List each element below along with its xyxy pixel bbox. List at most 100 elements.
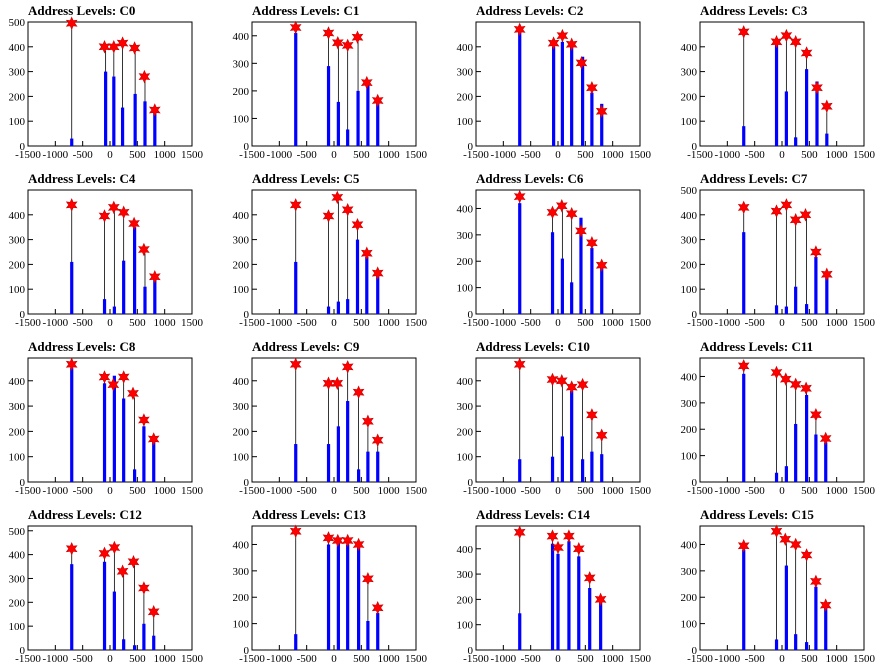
y-tick-label: 200 <box>9 259 26 271</box>
peak-marker <box>322 531 335 545</box>
x-tick-label: 500 <box>353 653 370 665</box>
x-tick-label: -500 <box>297 317 318 329</box>
x-tick-label: 1500 <box>853 653 876 665</box>
plot-area: 0 100 200 300 400 -1500 -1000 -500 0 500 1000 1500 <box>233 524 428 665</box>
y-tick-label: 200 <box>9 426 26 438</box>
chart-panel-c5: Address Levels: C5 0 100 200 300 400 -1500 -100… <box>224 168 448 336</box>
peak-marker <box>289 20 302 35</box>
peak-marker <box>371 433 384 447</box>
y-tick-label: 200 <box>233 592 250 604</box>
x-tick-label: 1500 <box>405 149 428 161</box>
y-tick-label: 200 <box>233 259 250 271</box>
peak-marker <box>780 198 793 212</box>
x-tick-label: -500 <box>297 485 318 497</box>
y-tick-label: 0 <box>692 309 698 321</box>
x-tick-label: 500 <box>801 653 818 665</box>
y-tick-label: 200 <box>9 597 26 609</box>
histogram-bar <box>784 466 788 482</box>
histogram-bar <box>336 426 340 482</box>
peak-marker <box>820 99 833 114</box>
chart-panel-c10: Address Levels: C10 0 100 200 300 400 -1500 -10… <box>448 336 672 504</box>
y-tick-label: 400 <box>681 210 698 222</box>
chart-title: Address Levels: C3 <box>700 3 808 18</box>
x-tick-label: 1000 <box>602 149 625 161</box>
plot-area: 0 100 200 300 400 -1500 -1000 -500 0 500 1000 1500 <box>681 357 876 497</box>
peak-marker <box>138 581 150 595</box>
y-tick-label: 300 <box>457 67 474 79</box>
histogram-bar <box>326 444 331 482</box>
peak-marker <box>127 555 140 569</box>
x-tick-label: -1500 <box>15 485 41 497</box>
y-tick-label: 100 <box>681 619 698 631</box>
peak-marker <box>737 359 750 373</box>
histogram-bar <box>560 41 564 147</box>
y-tick-label: 400 <box>457 203 474 215</box>
chart-title: Address Levels: C12 <box>28 507 142 522</box>
chart-panel-c7: Address Levels: C7 0 100 200 300 400 500 -1500-… <box>672 168 896 336</box>
histogram-bar <box>518 31 522 147</box>
peak-marker <box>116 36 129 50</box>
histogram-bar <box>581 459 585 482</box>
histogram-bar <box>784 91 788 146</box>
peak-marker <box>513 189 526 204</box>
plot-frame <box>251 189 417 315</box>
histogram-bar <box>112 591 116 650</box>
peak-marker <box>586 408 598 422</box>
peak-marker <box>360 246 373 260</box>
peak-marker <box>117 205 130 220</box>
y-tick-label: 100 <box>233 619 250 631</box>
x-tick-label: 1000 <box>154 653 177 665</box>
peak-marker <box>583 571 596 585</box>
histogram-bar <box>120 107 125 146</box>
histogram-bar <box>550 232 555 314</box>
y-tick-label: 400 <box>457 376 474 388</box>
x-tick-label: -1500 <box>15 149 41 161</box>
y-tick-label: 100 <box>457 452 474 464</box>
peak-marker <box>799 208 812 222</box>
x-tick-label: -1500 <box>239 485 265 497</box>
chart-title: Address Levels: C11 <box>700 339 814 354</box>
peak-marker <box>770 35 783 49</box>
histogram-bar <box>774 41 779 147</box>
peak-marker <box>289 198 302 212</box>
peak-marker <box>770 524 783 539</box>
x-tick-label: 1500 <box>629 317 652 329</box>
histogram-bar <box>588 588 592 650</box>
x-tick-label: 1500 <box>405 485 428 497</box>
y-tick-label: 300 <box>681 398 698 410</box>
chart-title: Address Levels: C14 <box>476 507 590 522</box>
histogram-bar <box>570 282 574 314</box>
y-tick-label: 100 <box>457 283 474 295</box>
plot-area: 0 100 200 300 400 500 -1500 -1000 -500 0 500 1000 15… <box>9 16 204 161</box>
y-tick-label: 400 <box>9 42 26 54</box>
peak-marker <box>341 360 354 374</box>
histogram-bar <box>102 299 107 314</box>
y-tick-label: 500 <box>9 526 26 538</box>
x-tick-label: 500 <box>353 317 370 329</box>
peak-marker <box>107 200 120 215</box>
y-tick-label: 300 <box>681 566 698 578</box>
peak-marker <box>576 377 589 392</box>
peak-marker <box>322 376 335 391</box>
y-tick-label: 0 <box>20 477 26 489</box>
y-tick-label: 200 <box>457 594 474 606</box>
x-tick-label: -500 <box>73 317 94 329</box>
peak-marker <box>65 16 78 30</box>
peak-marker <box>352 537 365 552</box>
y-tick-label: 300 <box>9 573 26 585</box>
peak-marker <box>138 413 150 427</box>
histogram-bar <box>102 383 107 482</box>
y-tick-label: 300 <box>233 235 250 247</box>
peak-marker <box>800 46 813 60</box>
peak-marker <box>594 592 607 607</box>
chart-panel-c3: Address Levels: C3 0 100 200 300 400 -1500 -100… <box>672 0 896 168</box>
chart-panel-c11: Address Levels: C11 0 100 200 300 400 -1500 -10… <box>672 336 896 504</box>
peak-marker <box>810 407 822 422</box>
plot-area: 0 100 200 300 400 -1500 -1000 -500 0 500 1000 1500 <box>233 189 428 329</box>
histogram-bar <box>336 101 340 146</box>
histogram-bar <box>814 586 818 650</box>
histogram-bar <box>590 451 594 482</box>
plot-area: 0 100 200 300 400 -1500 -1000 -500 0 500 1000 1500 <box>457 21 652 161</box>
x-tick-label: -500 <box>745 653 766 665</box>
